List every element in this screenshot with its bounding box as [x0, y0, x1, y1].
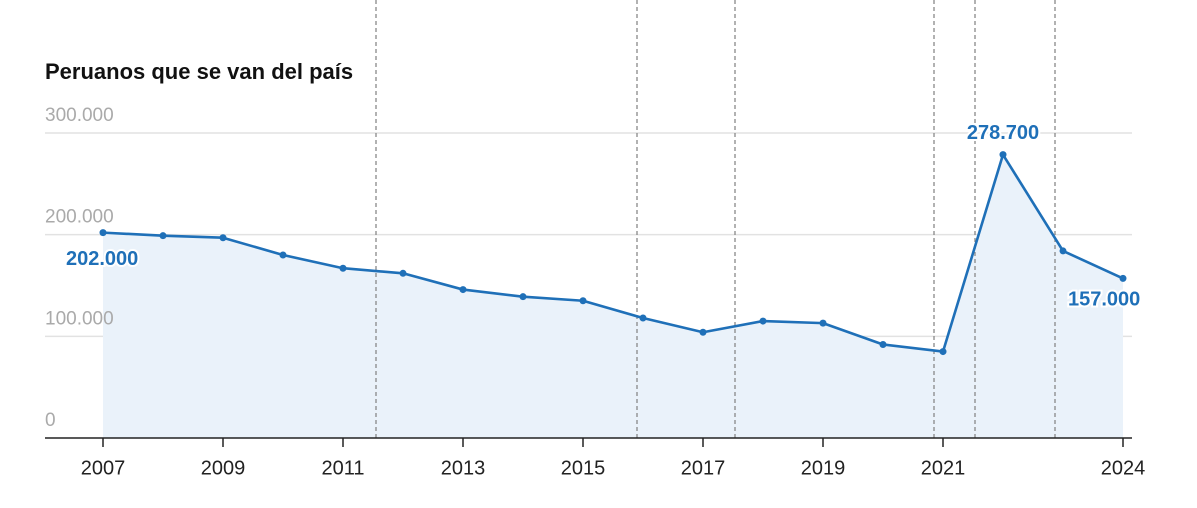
area	[103, 154, 1123, 438]
point	[759, 317, 767, 325]
x-tick-label: 2021	[921, 457, 966, 479]
point	[999, 151, 1007, 159]
period-dividers	[375, 0, 1056, 438]
x-tick-label: 2007	[81, 457, 126, 479]
point	[459, 286, 467, 294]
y-tick-label: 0	[45, 410, 56, 431]
value-label: 278.700	[967, 122, 1039, 144]
value-label: 202.000	[66, 248, 138, 270]
x-tick-label: 2019	[801, 457, 846, 479]
point	[399, 269, 407, 277]
point	[939, 348, 947, 356]
point	[579, 297, 587, 305]
x-tick-label: 2013	[441, 457, 486, 479]
point	[639, 314, 647, 322]
point	[819, 319, 827, 327]
point	[339, 264, 347, 272]
point	[879, 340, 887, 348]
point	[99, 229, 107, 237]
x-tick-label: 2024	[1101, 457, 1146, 479]
point	[699, 328, 707, 336]
point	[1059, 247, 1067, 255]
chart-title: Peruanos que se van del país	[45, 59, 353, 84]
point	[219, 234, 227, 242]
x-tick-label: 2011	[321, 457, 364, 479]
y-tick-label: 300.000	[45, 105, 114, 126]
point	[519, 293, 527, 301]
point	[159, 232, 167, 240]
x-tick-label: 2009	[201, 457, 246, 479]
point	[279, 251, 287, 259]
value-label: 157.000	[1068, 289, 1140, 311]
y-tick-label: 200.000	[45, 207, 114, 228]
x-tick-label: 2017	[681, 457, 726, 479]
line	[102, 153, 1124, 353]
point	[1119, 274, 1127, 282]
y-tick-label: 100.000	[45, 308, 114, 329]
x-tick-label: 2015	[561, 457, 606, 479]
